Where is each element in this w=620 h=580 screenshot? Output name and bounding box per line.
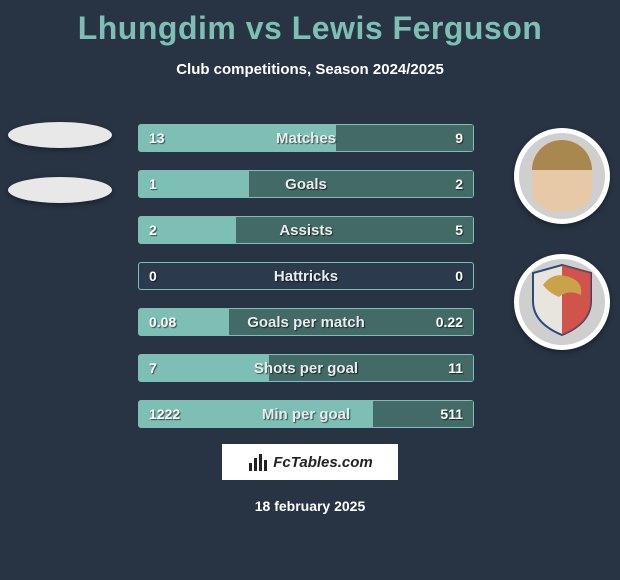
- player2-club-badge: [514, 254, 610, 350]
- comparison-subtitle: Club competitions, Season 2024/2025: [0, 61, 620, 78]
- player2-avatar: [514, 128, 610, 224]
- stat-bar: Min per goal1222511: [138, 400, 474, 428]
- bar-value-left: 1222: [139, 401, 190, 427]
- bar-value-right: 511: [430, 401, 473, 427]
- bar-value-right: 5: [445, 217, 473, 243]
- stat-bar: Goals1 2: [138, 170, 474, 198]
- bar-label: Assists: [139, 217, 473, 243]
- stat-bar: Goals per match0.08 0.22: [138, 308, 474, 336]
- bar-value-right: 0.22: [426, 309, 473, 335]
- player1-avatar-placeholder-1: [8, 122, 112, 148]
- site-logo-text: FcTables.com: [273, 454, 372, 471]
- bar-label: Goals: [139, 171, 473, 197]
- bar-value-left: 1: [139, 171, 167, 197]
- stat-bar: Hattricks0 0: [138, 262, 474, 290]
- bar-value-right: 9: [445, 125, 473, 151]
- bar-value-left: 0: [139, 263, 167, 289]
- site-logo: FcTables.com: [222, 444, 398, 480]
- comparison-title: Lhungdim vs Lewis Ferguson: [0, 0, 620, 47]
- bars-icon: [247, 451, 269, 473]
- bar-value-left: 2: [139, 217, 167, 243]
- face-icon: [532, 140, 592, 212]
- bar-value-left: 0.08: [139, 309, 186, 335]
- hair-shape: [532, 140, 592, 170]
- bar-value-left: 7: [139, 355, 167, 381]
- comparison-bars: Matches139Goals12Assists25Hattricks00Goa…: [138, 124, 474, 446]
- bar-label: Hattricks: [139, 263, 473, 289]
- bar-value-right: 11: [438, 355, 473, 381]
- bar-label: Goals per match: [139, 309, 473, 335]
- bar-label: Matches: [139, 125, 473, 151]
- bar-value-right: 0: [445, 263, 473, 289]
- stat-bar: Shots per goal7 11: [138, 354, 474, 382]
- shield-icon: [529, 263, 595, 337]
- player1-avatar-placeholder-2: [8, 177, 112, 203]
- snapshot-date: 18 february 2025: [0, 498, 620, 514]
- stat-bar: Assists2 5: [138, 216, 474, 244]
- bar-value-left: 13: [139, 125, 175, 151]
- bar-label: Shots per goal: [139, 355, 473, 381]
- bar-value-right: 2: [445, 171, 473, 197]
- stat-bar: Matches13 9: [138, 124, 474, 152]
